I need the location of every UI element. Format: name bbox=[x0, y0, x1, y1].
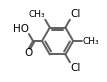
Text: Cl: Cl bbox=[70, 63, 81, 73]
Text: O: O bbox=[24, 48, 33, 58]
Text: Cl: Cl bbox=[70, 9, 81, 19]
Text: HO: HO bbox=[13, 24, 29, 34]
Text: CH₃: CH₃ bbox=[83, 36, 99, 46]
Text: CH₃: CH₃ bbox=[28, 10, 45, 19]
